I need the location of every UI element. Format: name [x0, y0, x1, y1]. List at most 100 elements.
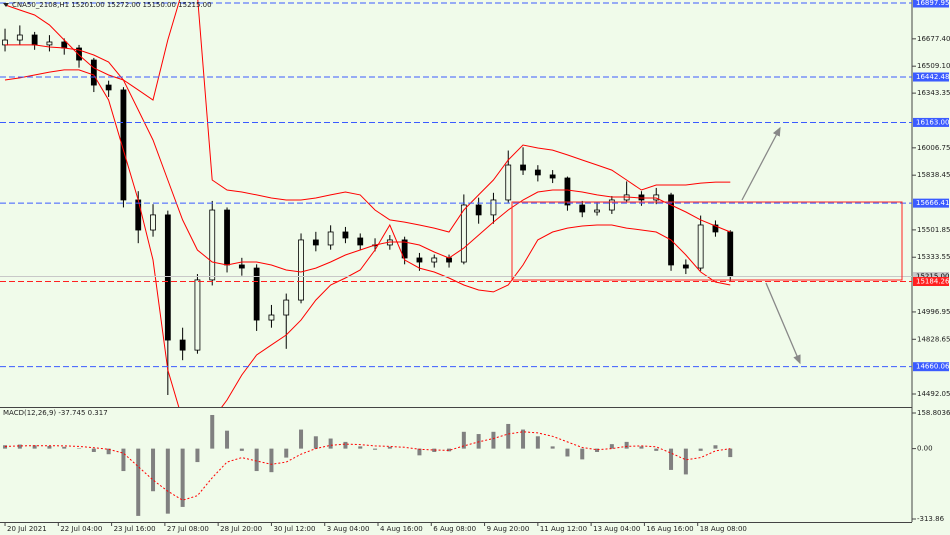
macd-bar — [106, 448, 111, 455]
macd-bar — [136, 448, 141, 516]
candle-body — [727, 231, 734, 277]
x-tick-label: 23 Jul 16:00 — [114, 525, 156, 533]
macd-bar — [195, 448, 200, 463]
macd-y-tick-label: 0.00 — [917, 445, 933, 453]
x-tick-label: 4 Aug 16:00 — [380, 525, 423, 533]
macd-bar — [358, 446, 363, 449]
macd-bar — [62, 446, 67, 449]
price-panel — [2, 0, 734, 407]
candle-body — [268, 314, 275, 321]
candle-body — [490, 199, 497, 216]
macd-bar — [580, 448, 585, 460]
macd-bar — [299, 429, 304, 449]
x-tick-label: 6 Aug 08:00 — [433, 525, 476, 533]
macd-bar — [609, 444, 614, 449]
y-tick-label: 16677.40 — [917, 35, 950, 43]
macd-signal — [4, 431, 731, 501]
level-label: 14660.06 — [916, 363, 950, 371]
level-label-box — [913, 276, 949, 286]
macd-bar — [461, 431, 466, 449]
candle-body — [460, 204, 467, 263]
candle-body — [105, 84, 112, 91]
macd-bar — [624, 441, 629, 449]
level-label-box — [913, 117, 949, 127]
candle-body — [209, 209, 216, 281]
macd-bar — [373, 448, 378, 450]
candle-body — [416, 257, 423, 263]
bollinger-middle — [5, 44, 731, 273]
x-tick-label: 30 Jul 12:00 — [273, 525, 315, 533]
x-tick-label: 22 Jul 04:00 — [60, 525, 102, 533]
symbol-header: CNA50_2108,H1 15201.00 15272.00 15150.00… — [12, 1, 212, 9]
candle-body — [76, 47, 82, 61]
candle-body — [682, 264, 689, 269]
arrow-up — [741, 126, 781, 201]
candle-body — [579, 204, 586, 213]
candle-body — [668, 194, 674, 266]
candle-body — [31, 34, 38, 46]
macd-bar — [180, 448, 185, 507]
macd-bar — [432, 448, 437, 452]
level-label-box — [913, 272, 949, 282]
candle-body — [46, 41, 53, 46]
y-tick-label: 16509.10 — [917, 62, 950, 70]
macd-bar — [17, 444, 22, 449]
macd-bar — [565, 448, 570, 457]
candle-body — [298, 239, 304, 301]
macd-bar — [284, 448, 289, 458]
macd-bar — [550, 446, 555, 449]
x-tick-label: 18 Aug 08:00 — [700, 525, 747, 533]
candle-body — [238, 264, 245, 269]
candle-body — [61, 41, 68, 49]
macd-bar — [521, 429, 526, 449]
macd-bar — [683, 448, 688, 475]
macd-bar — [91, 448, 96, 452]
macd-bar — [165, 448, 170, 514]
macd-bar — [476, 434, 481, 449]
candle-body — [520, 164, 526, 171]
y-tick-label: 14828.65 — [917, 335, 950, 343]
y-tick-label: 14996.95 — [917, 308, 950, 316]
y-tick-label: 15501.85 — [917, 226, 950, 234]
macd-bar — [3, 445, 8, 449]
y-tick-label: 15333.55 — [917, 253, 950, 261]
x-tick-label: 11 Aug 12:00 — [540, 525, 587, 533]
candle-body — [549, 174, 556, 179]
macd-bar — [417, 448, 422, 456]
macd-bar — [32, 445, 37, 449]
bollinger-upper — [4, 0, 731, 233]
candle-body — [312, 239, 319, 246]
candle-body — [475, 204, 482, 216]
candle-body — [431, 257, 438, 263]
candle-body — [135, 199, 142, 231]
candle-body — [224, 209, 230, 266]
macd-bar — [698, 448, 703, 451]
macd-bar — [343, 441, 348, 449]
macd-bar — [269, 448, 274, 473]
level-label: 15184.26 — [916, 277, 950, 285]
candle-body — [253, 267, 260, 321]
arrow-down — [765, 282, 801, 365]
macd-bar — [121, 448, 126, 472]
x-tick-label: 20 Jul 2021 — [7, 525, 47, 533]
candle-body — [712, 224, 719, 233]
candle-body — [401, 239, 408, 259]
macd-bar — [535, 436, 540, 449]
macd-bar — [239, 448, 244, 451]
macd-y-tick-label: 158.8036 — [917, 409, 950, 417]
candle-body — [564, 177, 571, 206]
x-tick-label: 3 Aug 04:00 — [327, 525, 370, 533]
candle-body — [194, 279, 201, 351]
macd-bar — [328, 438, 333, 449]
macd-bar — [639, 446, 644, 449]
menu-triangle[interactable] — [3, 3, 9, 7]
macd-bar — [713, 445, 718, 449]
y-tick-label: 14492.05 — [917, 390, 950, 398]
macd-bar — [47, 445, 52, 449]
macd-panel — [3, 414, 733, 516]
x-tick-label: 9 Aug 20:00 — [487, 525, 530, 533]
macd-title: MACD(12,26,9) -37.745 0.317 — [3, 409, 108, 417]
candle-body — [342, 231, 349, 239]
candle-body — [120, 89, 127, 201]
